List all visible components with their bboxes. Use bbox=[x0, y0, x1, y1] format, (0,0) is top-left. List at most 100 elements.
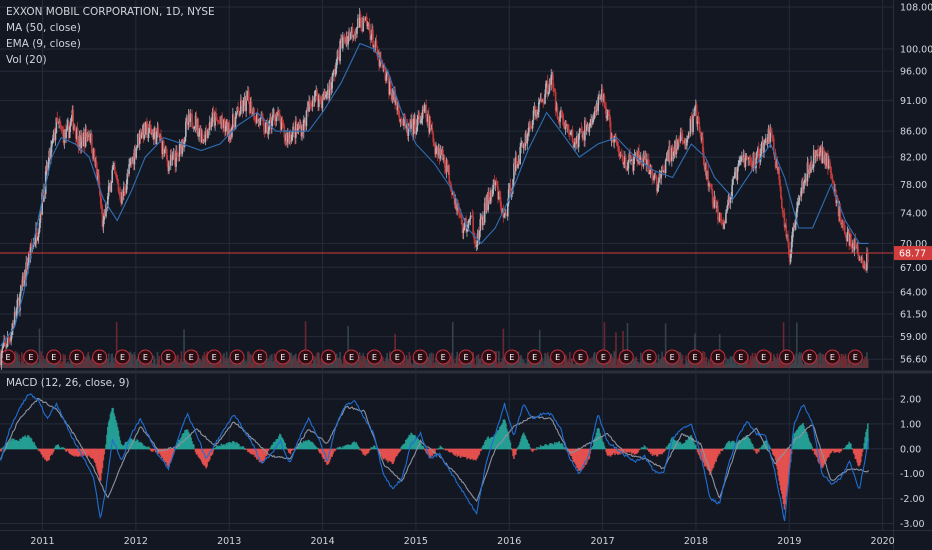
candle-body bbox=[824, 154, 827, 164]
macd-histogram-bar bbox=[539, 445, 542, 450]
candle-body bbox=[765, 137, 767, 143]
candle-body bbox=[627, 160, 630, 169]
macd-histogram-bar bbox=[322, 448, 325, 459]
candle-body bbox=[410, 119, 412, 129]
candle-body bbox=[636, 159, 639, 162]
volume-bar bbox=[182, 361, 184, 368]
macd-histogram-bar bbox=[350, 444, 353, 450]
candle-body bbox=[828, 159, 831, 167]
volume-bar bbox=[543, 360, 545, 368]
macd-histogram-bar bbox=[743, 436, 746, 450]
candle-body bbox=[435, 148, 437, 155]
candle-body bbox=[299, 125, 302, 129]
macd-histogram-bar bbox=[52, 448, 55, 452]
candle-body bbox=[773, 138, 775, 154]
candle-body bbox=[614, 135, 616, 139]
volume-bar bbox=[838, 360, 841, 368]
volume-bar bbox=[673, 362, 676, 368]
volume-bar bbox=[92, 363, 95, 368]
volume-bar bbox=[778, 360, 780, 368]
macd-histogram-bar bbox=[646, 447, 648, 450]
volume-bar bbox=[796, 322, 798, 368]
candle-body bbox=[224, 119, 226, 132]
candle-body bbox=[379, 57, 381, 67]
macd-histogram-bar bbox=[255, 448, 257, 457]
candle-body bbox=[855, 246, 858, 248]
macd-histogram-bar bbox=[246, 448, 248, 450]
candle-body bbox=[433, 142, 435, 146]
macd-histogram-bar bbox=[682, 443, 685, 450]
volume-bar bbox=[254, 362, 256, 368]
volume-bar bbox=[202, 358, 205, 368]
volume-bar bbox=[636, 361, 639, 368]
candle-body bbox=[576, 135, 578, 144]
candle-body bbox=[112, 167, 114, 170]
macd-histogram-bar bbox=[68, 448, 71, 454]
macd-histogram-bar bbox=[550, 443, 553, 450]
macd-histogram-bar bbox=[816, 448, 819, 458]
volume-bar bbox=[591, 357, 593, 368]
macd-histogram-bar bbox=[17, 440, 20, 450]
macd-histogram-bar bbox=[405, 439, 408, 450]
macd-histogram-bar bbox=[373, 445, 376, 450]
macd-histogram-bar bbox=[388, 448, 390, 461]
candle-body bbox=[25, 262, 28, 281]
volume-bar bbox=[569, 363, 572, 368]
macd-histogram-bar bbox=[335, 448, 338, 450]
candle-body bbox=[687, 132, 690, 139]
earnings-marker bbox=[847, 349, 863, 365]
volume-bar bbox=[848, 360, 850, 368]
ema-indicator-label[interactable]: EMA (9, close) bbox=[6, 38, 81, 50]
macd-histogram-bar bbox=[248, 448, 250, 452]
macd-histogram-bar bbox=[509, 442, 512, 450]
macd-histogram-bar bbox=[694, 444, 697, 450]
macd-histogram-bar bbox=[693, 442, 695, 450]
volume-bar bbox=[42, 355, 44, 368]
macd-histogram-bar bbox=[267, 448, 270, 451]
candle-body bbox=[775, 161, 778, 168]
macd-histogram-bar bbox=[406, 438, 409, 450]
volume-bar bbox=[10, 361, 12, 368]
candle-body bbox=[158, 135, 161, 138]
macd-histogram-bar bbox=[771, 448, 773, 452]
volume-bar bbox=[749, 359, 751, 368]
candle-body bbox=[252, 108, 255, 115]
price-candles[interactable] bbox=[0, 7, 869, 370]
symbol-title[interactable]: EXXON MOBIL CORPORATION, 1D, NYSE bbox=[6, 6, 215, 18]
candle-body bbox=[464, 217, 466, 223]
macd-histogram-bar bbox=[851, 448, 854, 450]
macd-histogram-bar bbox=[237, 443, 239, 450]
candle-body bbox=[189, 113, 192, 123]
macd-indicator-label[interactable]: MACD (12, 26, close, 9) bbox=[6, 377, 130, 389]
volume-bar bbox=[131, 354, 134, 368]
volume-bar bbox=[801, 361, 803, 368]
macd-histogram-bar bbox=[318, 448, 320, 452]
candle-body bbox=[147, 132, 150, 138]
volume-bar bbox=[23, 363, 26, 368]
macd-histogram-bar bbox=[852, 448, 855, 454]
candle-body bbox=[534, 106, 537, 117]
candle-body bbox=[656, 187, 659, 192]
candle-body bbox=[668, 146, 670, 162]
volume-bar bbox=[146, 361, 149, 368]
macd-histogram-bar bbox=[626, 448, 629, 453]
macd-histogram-bar bbox=[209, 448, 212, 457]
volume-bar bbox=[334, 362, 336, 368]
macd-histogram-bar bbox=[715, 448, 717, 462]
price-axis[interactable]: 108.00100.0096.0091.0086.0082.0078.0074.… bbox=[0, 3, 932, 530]
volume-bar bbox=[114, 359, 117, 368]
macd-histogram-bar bbox=[196, 448, 199, 454]
ma-indicator-label[interactable]: MA (50, close) bbox=[6, 22, 81, 34]
time-axis[interactable]: 2011 2012 2013 2014 2015 2016 2017 2018 2019 2020 bbox=[30, 536, 894, 547]
candle-body bbox=[841, 223, 843, 225]
candle-body bbox=[176, 150, 178, 153]
candle-body bbox=[255, 120, 257, 123]
macd-histogram-bar bbox=[819, 448, 821, 464]
candle-body bbox=[561, 110, 563, 117]
volume-bar bbox=[847, 355, 850, 368]
macd-histogram-bar bbox=[710, 448, 712, 474]
volume-indicator-label[interactable]: Vol (20) bbox=[6, 54, 47, 66]
candle-body bbox=[718, 220, 720, 221]
